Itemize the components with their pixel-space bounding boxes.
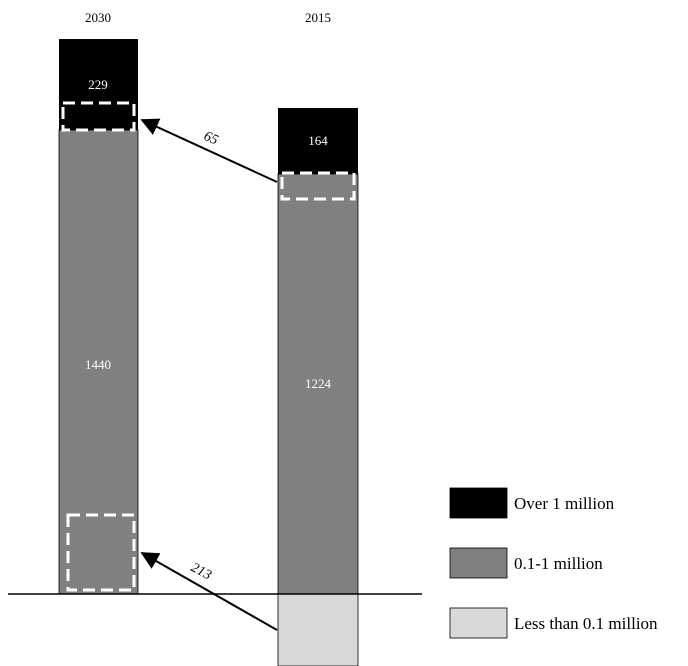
legend-label-less-than-0.1-million: Less than 0.1 million [514,614,658,633]
data-label-2015-over-1-million: 164 [308,133,328,148]
dashed-box-2015-top [280,171,356,201]
column-title-2015: 2015 [305,10,331,25]
legend-swatch-less-than-0.1-million [449,607,508,639]
data-label-2030-over-1-million: 229 [88,77,108,92]
bar-2015-over-1-million [278,108,358,174]
legend-label-0.1-1-million: 0.1-1 million [514,554,603,573]
dashed-box-2030-top [61,101,136,132]
bar-2015-less-than-0.1-million [277,593,359,666]
legend-swatch-0.1-1-million [449,547,508,579]
data-label-2030-0.1-1-million: 1440 [85,357,111,372]
dashed-box-2030-bottom [66,513,136,592]
data-label-2015-0.1-1-million: 1224 [305,376,332,391]
column-title-2030: 2030 [85,10,111,25]
legend: Over 1 million 0.1-1 million Less than 0… [449,487,658,639]
flow-arrow-213 [140,552,278,631]
flow-label-213: 213 [188,560,214,583]
flow-label-65: 65 [201,129,220,148]
bar-2030-over-1-million [59,39,138,130]
legend-swatch-over-1-million [449,487,508,519]
bar-2030-0.1-1-million [58,129,139,595]
flow-arrow-65 [140,118,278,183]
bar-2015-0.1-1-million [277,173,359,595]
legend-label-over-1-million: Over 1 million [514,494,615,513]
